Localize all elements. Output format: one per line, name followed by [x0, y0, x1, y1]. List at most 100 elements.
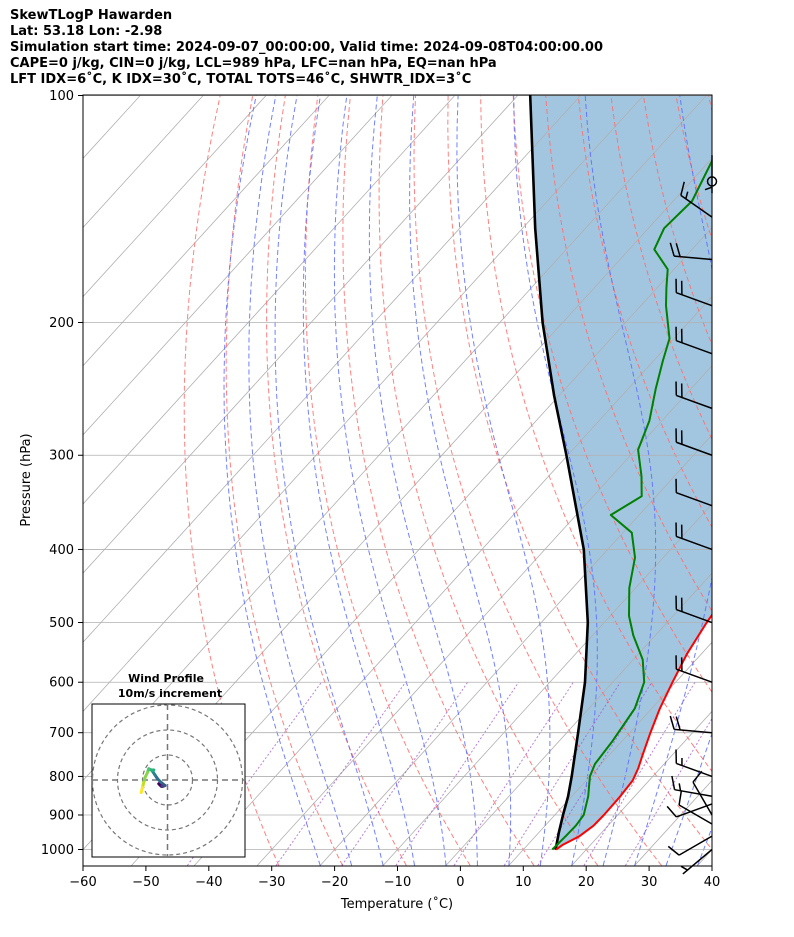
- dry-adiabat-line: [741, 96, 794, 866]
- wind-barb: [680, 848, 713, 875]
- mixing-ratio-line: [537, 681, 653, 866]
- wind-barb: [667, 835, 713, 856]
- wind-barb-staff: [676, 339, 713, 355]
- hodograph-inset: Wind Profile 10m/s increment: [91, 672, 246, 858]
- wind-barb: [671, 775, 713, 798]
- mixing-ratio-line: [275, 681, 407, 866]
- wind-barb-flag: [680, 524, 683, 539]
- isotherm-line: [256, 365, 712, 866]
- wind-barb-staff: [676, 668, 713, 683]
- wind-barb-flag: [675, 428, 678, 443]
- y-tick-label: 400: [49, 543, 74, 558]
- hodograph-title: Wind Profile: [128, 672, 204, 685]
- wind-barb-staff: [676, 492, 713, 507]
- mixing-ratio-line: [503, 681, 621, 866]
- moist-adiabat-line: [223, 95, 321, 866]
- location-line: Lat: 53.18 Lon: -2.98: [10, 24, 163, 39]
- dry-adiabat-line: [305, 95, 471, 866]
- y-axis-label: Pressure (hPa): [19, 433, 34, 526]
- wind-barb-flag: [669, 715, 675, 730]
- wind-barb-flag: [680, 280, 683, 295]
- mixing-ratio-line: [625, 717, 712, 866]
- isotherm-line: [83, 95, 456, 505]
- wind-barb-flag: [669, 242, 675, 257]
- dry-adiabat-line: [774, 96, 794, 866]
- wind-barb-half: [680, 865, 688, 871]
- wind-barb-staff: [676, 291, 713, 307]
- wind-barb-flag: [680, 181, 685, 196]
- wind-barb: [675, 381, 713, 410]
- wind-barb-flag: [680, 657, 683, 672]
- cape-cin-shade: [530, 95, 712, 850]
- wind-barb-half: [681, 758, 683, 766]
- moist-adiabat-line: [248, 95, 353, 866]
- wind-barb-flag: [675, 595, 678, 610]
- wind-barb-half: [678, 783, 682, 791]
- wind-barb: [675, 326, 713, 355]
- x-tick-label: −30: [258, 875, 285, 890]
- wind-barb: [675, 278, 713, 307]
- isotherm-line: [83, 95, 330, 367]
- x-tick-label: 40: [704, 875, 721, 890]
- wind-barb-staff: [674, 788, 713, 798]
- hodograph-trace-segment: [139, 786, 144, 794]
- wind-barb-half: [685, 191, 689, 200]
- indices-line: LFT IDX=6˚C, K IDX=30˚C, TOTAL TOTS=46˚C…: [10, 72, 472, 87]
- wind-barb-staff: [676, 394, 713, 410]
- x-tick-label: 10: [515, 875, 532, 890]
- dry-adiabat-line: [183, 95, 280, 866]
- isotherm-line: [83, 95, 644, 712]
- wind-barb-staff: [674, 255, 713, 261]
- x-tick-label: −10: [384, 875, 411, 890]
- y-tick-label: 600: [49, 676, 74, 691]
- isotherm-line: [445, 572, 712, 866]
- y-tick-label: 500: [49, 616, 74, 631]
- isotherm-line: [571, 710, 712, 866]
- dry-adiabat-line: [447, 95, 712, 851]
- wind-barb: [680, 181, 713, 218]
- moist-adiabat-line: [409, 95, 512, 866]
- y-tick-label: 300: [49, 449, 74, 464]
- wind-barb-flag: [678, 791, 683, 806]
- y-tick-label: 1000: [41, 843, 74, 858]
- wind-barb: [675, 522, 713, 551]
- x-axis: −60 −50 −40 −30 −20 −10 0 10 20 30 40: [69, 866, 720, 890]
- y-tick-label: 700: [49, 726, 74, 741]
- wind-barb-staff: [676, 608, 713, 624]
- x-axis-label: Temperature (˚C): [340, 896, 453, 912]
- isotherm-line: [760, 96, 794, 866]
- x-tick-label: 30: [641, 875, 658, 890]
- moist-adiabat-line: [274, 95, 384, 866]
- wind-barb-staff: [676, 535, 713, 551]
- wind-barb-flag: [680, 597, 683, 612]
- x-tick-label: −60: [69, 875, 96, 890]
- y-axis: 100 200 300 400 500 600 700 800 900 1000: [41, 89, 83, 858]
- wind-barb: [678, 791, 713, 825]
- isotherm-line: [131, 226, 712, 866]
- moist-adiabat-line: [333, 95, 447, 866]
- wind-barb-staff: [680, 194, 713, 218]
- wind-barb-flag: [675, 243, 681, 257]
- wind-barb-flag: [675, 478, 678, 493]
- isotherm-line: [194, 296, 712, 866]
- wind-barb-flag: [675, 381, 678, 396]
- wind-barb-staff: [676, 803, 713, 818]
- wind-barb: [669, 242, 713, 261]
- y-tick-label: 200: [49, 316, 74, 331]
- wind-barb-flag: [667, 845, 680, 856]
- wind-barb-staff: [678, 835, 713, 856]
- wind-barb-flag: [680, 383, 683, 398]
- wind-barb: [692, 770, 713, 816]
- wind-barb-flag: [675, 716, 681, 731]
- wind-barb-flag: [675, 278, 678, 293]
- moist-adiabat-line: [634, 95, 712, 866]
- x-tick-label: −50: [132, 875, 159, 890]
- dry-adiabat-line: [225, 95, 343, 866]
- isotherm-line: [83, 95, 267, 298]
- wind-barb: [704, 155, 713, 194]
- hodograph-subtitle: 10m/s increment: [118, 687, 222, 700]
- moist-adiabat-line: [584, 95, 657, 866]
- isotherm-line: [83, 95, 581, 643]
- mixing-ratio-line: [341, 681, 469, 866]
- wind-barb-staff: [692, 781, 713, 816]
